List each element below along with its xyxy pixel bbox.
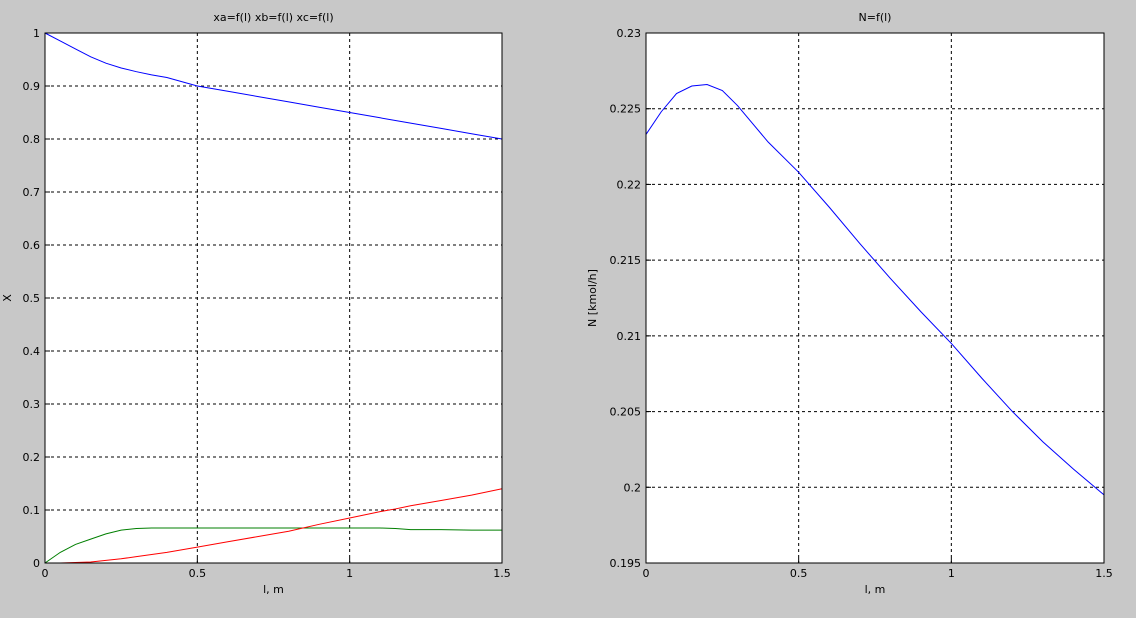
y-tick-label: 0.225 <box>610 103 642 116</box>
y-tick-label: 0.5 <box>23 292 41 305</box>
y-tick-label: 0.9 <box>23 80 41 93</box>
x-tick-label: 1.5 <box>493 567 511 580</box>
y-tick-label: 0.205 <box>610 406 642 419</box>
axes-frame <box>645 32 1105 564</box>
y-tick-label: 0.1 <box>23 504 41 517</box>
data-line <box>645 83 1105 496</box>
x-tick-label: 0 <box>643 567 650 580</box>
y-axis-label: N [kmol/h] <box>586 269 599 327</box>
data-line <box>44 527 502 564</box>
y-tick-label: 0.215 <box>610 254 642 267</box>
x-tick-label: 1.5 <box>1095 567 1113 580</box>
y-tick-label: 0.22 <box>617 178 642 191</box>
axes-frame <box>44 32 503 564</box>
data-line <box>44 32 503 140</box>
chart-title: xa=f(l) xb=f(l) xc=f(l) <box>213 11 333 24</box>
x-tick-label: 1 <box>346 567 353 580</box>
y-tick-label: 0 <box>33 557 40 570</box>
x-axis-label: l, m <box>263 583 284 596</box>
x-axis-label: l, m <box>865 583 886 596</box>
x-tick-label: 0.5 <box>790 567 808 580</box>
data-line <box>45 488 503 564</box>
y-tick-label: 0.7 <box>23 186 41 199</box>
plot-area <box>646 33 1104 563</box>
y-tick-label: 0.8 <box>23 133 41 146</box>
y-tick-label: 0.3 <box>23 398 41 411</box>
y-tick-label: 1 <box>33 27 40 40</box>
y-tick-label: 0.2 <box>23 451 41 464</box>
y-tick-label: 0.6 <box>23 239 41 252</box>
y-axis-label: X <box>1 294 14 302</box>
y-tick-label: 0.21 <box>617 330 642 343</box>
chart-title: N=f(l) <box>859 11 892 24</box>
y-tick-label: 0.4 <box>23 345 41 358</box>
x-tick-label: 1 <box>948 567 955 580</box>
y-tick-label: 0.23 <box>617 27 642 40</box>
y-tick-label: 0.2 <box>624 481 642 494</box>
x-tick-label: 0.5 <box>189 567 207 580</box>
y-tick-label: 0.195 <box>610 557 642 570</box>
x-tick-label: 0 <box>42 567 49 580</box>
